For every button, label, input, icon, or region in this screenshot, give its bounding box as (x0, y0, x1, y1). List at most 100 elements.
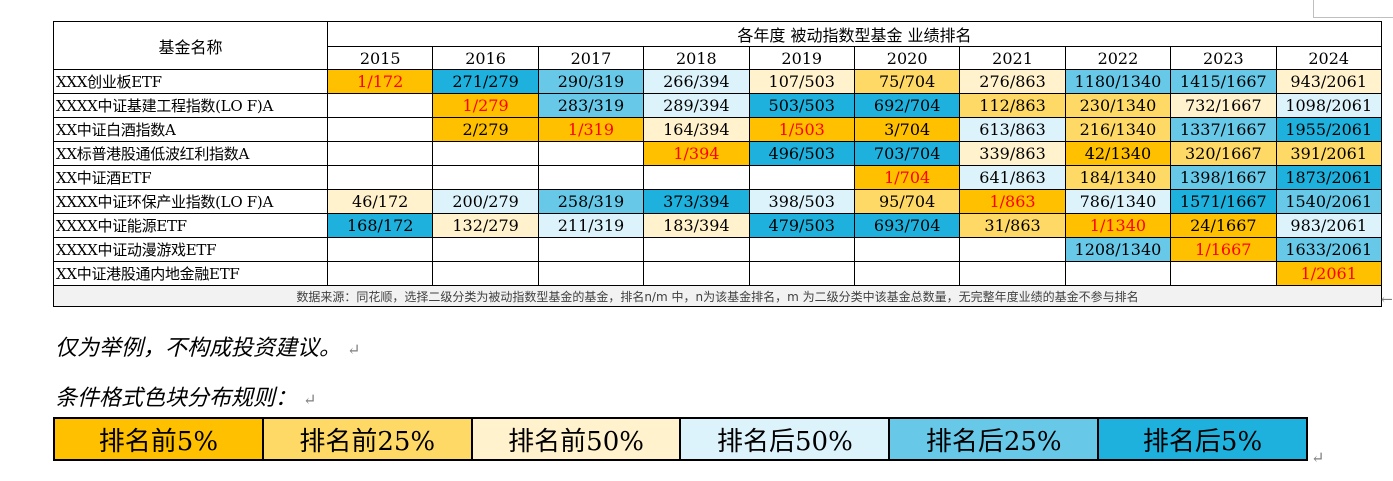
rank-cell (959, 261, 1066, 286)
year-header: 2019 (748, 46, 855, 70)
legend-title-line: 条件格式色块分布规则： ↵ (55, 380, 316, 412)
fund-name-cell: XX标普港股通低波红利指数A (53, 141, 328, 166)
rank-cell: 31/863 (959, 213, 1066, 238)
rank-cell (853, 237, 961, 262)
fund-name-cell: XXX创业板ETF (53, 69, 328, 94)
rank-cell (537, 237, 645, 262)
year-header: 2022 (1064, 46, 1172, 70)
rank-cell: 164/394 (643, 117, 750, 142)
rank-cell: 289/394 (643, 93, 750, 118)
table-body: XXX创业板ETF 1/172 271/279 290/319 266/394 107/5… (53, 69, 1382, 286)
rank-cell: 693/704 (853, 213, 961, 238)
rank-cell: 339/863 (959, 141, 1066, 166)
rank-cell: 496/503 (748, 141, 855, 166)
year-header: 2018 (643, 46, 750, 70)
table-row: XXXX中证环保产业指数(LO F)A 46/172 200/279 258/319 3… (53, 189, 1382, 214)
rank-cell: 983/2061 (1275, 213, 1382, 238)
rank-cell: 200/279 (432, 189, 539, 214)
return-mark: ↵ (303, 390, 317, 409)
rank-cell: 107/503 (748, 69, 855, 94)
rank-cell: 290/319 (537, 69, 645, 94)
rank-cell: 398/503 (748, 189, 855, 214)
rank-cell: 230/1340 (1064, 93, 1172, 118)
rank-cell: 1/172 (326, 69, 434, 94)
rank-cell: 1337/1667 (1170, 117, 1277, 142)
table-row: XX中证酒ETF 1/704 641/863 184/1340 1398/1667 187… (53, 165, 1382, 190)
legend-item: 排名前25% (263, 419, 473, 459)
legend-item: 排名前5% (55, 419, 264, 459)
table-row: XX中证港股通内地金融ETF 1/2061 (53, 261, 1382, 286)
legend-title-text: 条件格式色块分布规则： (55, 386, 298, 411)
rank-cell (432, 261, 539, 286)
rank-cell (326, 93, 434, 118)
rank-cell (643, 237, 750, 262)
rank-cell: 2/279 (432, 117, 539, 142)
rank-cell: 24/1667 (1170, 213, 1277, 238)
return-mark: ↵ (347, 340, 361, 359)
rank-cell (1064, 261, 1172, 286)
rank-cell: 1/394 (643, 141, 750, 166)
year-header: 2016 (432, 46, 539, 70)
rank-cell (432, 141, 539, 166)
table-row: XXXX中证动漫游戏ETF 1208/1340 1/1667 1633/2061 (53, 237, 1382, 262)
data-source-note: 数据来源：同花顺，选择二级分类为被动指数型基金的基金，排名n/m 中，n为该基金… (53, 285, 1382, 307)
arrow-mark: ← (1381, 292, 1393, 308)
rank-cell (748, 237, 855, 262)
rank-cell: 271/279 (432, 69, 539, 94)
rank-cell: 75/704 (853, 69, 961, 94)
rank-cell: 1/503 (748, 117, 855, 142)
rank-cell: 1/319 (537, 117, 645, 142)
rank-cell: 1180/1340 (1064, 69, 1172, 94)
rank-cell: 1633/2061 (1275, 237, 1382, 262)
rank-cell (537, 165, 645, 190)
year-header: 2023 (1170, 46, 1277, 70)
fund-ranking-table: 基金名称 各年度 被动指数型基金 业绩排名 2015 2016 2017 2018 20… (53, 21, 1382, 307)
rank-cell: 3/704 (853, 117, 961, 142)
rank-cell: 391/2061 (1275, 141, 1382, 166)
rank-cell: 503/503 (748, 93, 855, 118)
rank-cell: 1/1667 (1170, 237, 1277, 262)
rank-cell: 42/1340 (1064, 141, 1172, 166)
rank-cell: 132/279 (432, 213, 539, 238)
rank-cell (537, 141, 645, 166)
disclaimer-text: 仅为举例，不构成投资建议。 (55, 336, 342, 361)
rank-cell: 216/1340 (1064, 117, 1172, 142)
fund-name-cell: XXXX中证基建工程指数(LO F)A (53, 93, 328, 118)
rank-cell: 1415/1667 (1170, 69, 1277, 94)
color-legend: 排名前5% 排名前25% 排名前50% 排名后50% 排名后25% 排名后5% (53, 417, 1308, 461)
year-header: 2024 (1275, 46, 1382, 70)
rank-cell: 184/1340 (1064, 165, 1172, 190)
table-row: XX标普港股通低波红利指数A 1/394 496/503 703/704 339/863… (53, 141, 1382, 166)
table-row: XXXX中证能源ETF 168/172 132/279 211/319 183/394 4… (53, 213, 1382, 238)
rank-cell (432, 237, 539, 262)
rank-cell (643, 165, 750, 190)
rank-cell: 258/319 (537, 189, 645, 214)
rank-cell (1170, 261, 1277, 286)
legend-item: 排名后50% (681, 419, 891, 459)
rank-cell: 641/863 (959, 165, 1066, 190)
rank-cell: 1/2061 (1275, 261, 1382, 286)
rank-cell: 183/394 (643, 213, 750, 238)
rank-cell (643, 261, 750, 286)
rank-cell: 46/172 (326, 189, 434, 214)
rank-cell: 1/704 (853, 165, 961, 190)
header-title: 各年度 被动指数型基金 业绩排名 (327, 21, 1382, 47)
rank-cell: 692/704 (853, 93, 961, 118)
rank-cell: 1873/2061 (1275, 165, 1382, 190)
rank-cell: 283/319 (537, 93, 645, 118)
rank-cell: 1571/1667 (1170, 189, 1277, 214)
legend-item: 排名前50% (472, 419, 682, 459)
rank-cell: 1/279 (432, 93, 539, 118)
rank-cell: 613/863 (959, 117, 1066, 142)
rank-cell: 1540/2061 (1275, 189, 1382, 214)
rank-cell: 276/863 (959, 69, 1066, 94)
rank-cell: 95/704 (853, 189, 961, 214)
fund-name-cell: XXXX中证能源ETF (53, 213, 328, 238)
year-header: 2015 (326, 46, 434, 70)
rank-cell: 112/863 (959, 93, 1066, 118)
rank-cell: 943/2061 (1275, 69, 1382, 94)
rank-cell: 786/1340 (1064, 189, 1172, 214)
rank-cell: 1955/2061 (1275, 117, 1382, 142)
fund-name-cell: XX中证酒ETF (53, 165, 328, 190)
rank-cell (326, 165, 434, 190)
